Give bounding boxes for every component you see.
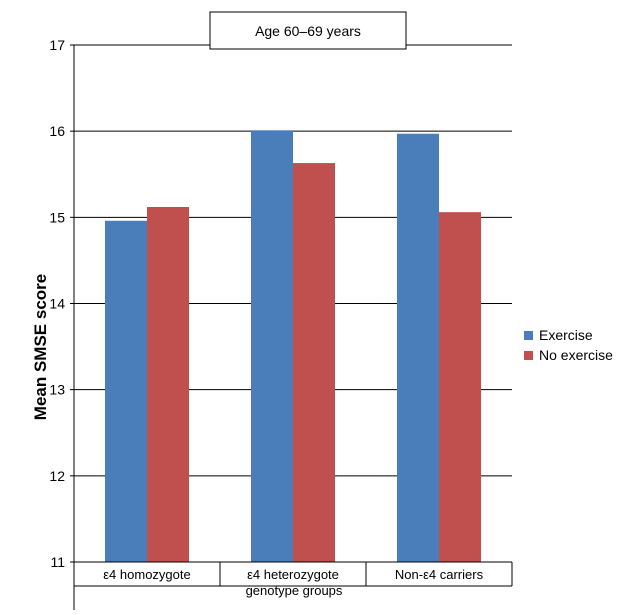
bar-no-exercise [293, 163, 335, 562]
legend-label-no-exercise: No exercise [539, 347, 613, 363]
chart-title-box: Age 60–69 years [209, 11, 407, 50]
y-axis-label: Mean SMSE score [31, 274, 50, 420]
bar-exercise [397, 133, 439, 563]
y-tick-label: 16 [49, 123, 65, 139]
y-tick-label: 12 [49, 468, 65, 484]
y-tick-labels: 11 12 13 14 15 16 17 [49, 37, 65, 570]
x-tick-label: Non-ε4 carriers [395, 567, 484, 582]
x-tick-label: ε4 heterozygote [247, 567, 339, 582]
y-tick-label: 11 [50, 554, 65, 570]
axes [70, 44, 513, 610]
x-tick-labels: ε4 homozygote ε4 heterozygote Non-ε4 carri… [103, 567, 483, 582]
y-tick-label: 13 [49, 382, 65, 398]
bar-no-exercise [439, 212, 481, 562]
legend-label-exercise: Exercise [539, 327, 593, 343]
bars [105, 130, 481, 563]
x-tick-label: ε4 homozygote [103, 567, 190, 582]
y-tick-label: 15 [49, 209, 65, 225]
legend-swatch-exercise [524, 331, 533, 340]
chart-title: Age 60–69 years [255, 23, 361, 39]
legend: Exercise No exercise [524, 327, 613, 363]
legend-swatch-no-exercise [524, 351, 533, 360]
bar-no-exercise [147, 206, 189, 562]
y-tick-label: 14 [49, 296, 65, 312]
x-axis-label: genotype groups [246, 583, 343, 598]
bar-exercise [251, 130, 293, 562]
bar-exercise [105, 220, 147, 562]
y-tick-label: 17 [49, 37, 65, 53]
